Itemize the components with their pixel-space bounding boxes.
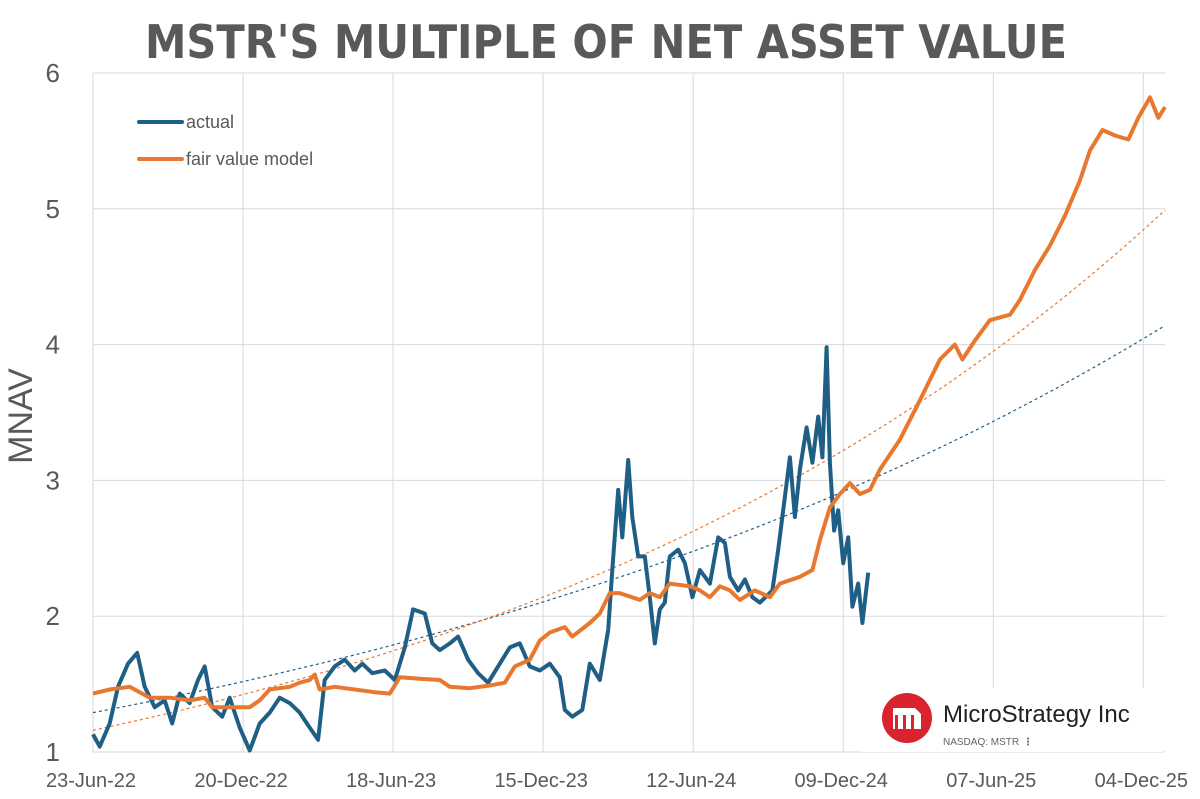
- microstrategy-logo-mark: [893, 708, 921, 729]
- x-tick-label: 20-Dec-22: [194, 770, 287, 792]
- x-tick-label: 15-Dec-23: [494, 770, 587, 792]
- chart-title: MSTR'S MULTIPLE OF NET ASSET VALUE: [145, 15, 1067, 69]
- y-tick-label: 5: [46, 194, 60, 224]
- y-tick-label: 2: [46, 601, 60, 631]
- y-tick-label: 6: [46, 58, 60, 88]
- x-tick-label: 23-Jun-22: [46, 770, 136, 792]
- x-tick-label: 12-Jun-24: [646, 770, 736, 792]
- trendline-actual: [92, 325, 1166, 714]
- x-tick-label: 07-Jun-25: [946, 770, 1036, 792]
- x-tick-label: 09-Dec-24: [795, 770, 888, 792]
- x-tick-label: 04-Dec-25: [1095, 770, 1188, 792]
- x-tick-label: 18-Jun-23: [346, 770, 436, 792]
- company-name: MicroStrategy Inc: [943, 701, 1130, 728]
- series-lines: [91, 95, 1167, 753]
- trendlines: [92, 209, 1166, 731]
- series-line-fair-value-model: [92, 95, 1167, 710]
- series-line-actual: [91, 345, 871, 753]
- y-tick-label: 3: [46, 465, 60, 495]
- legend-label-actual: actual: [186, 112, 234, 132]
- y-tick-label: 1: [46, 737, 60, 767]
- tick-labels: 1 2 3 4 5 6 23-Jun-22 20-Dec-22 18-Jun-23 15-Dec-…: [46, 58, 1188, 792]
- legend: actual fair value model: [137, 112, 313, 169]
- ticker-label: NASDAQ: MSTR: [943, 737, 1019, 748]
- y-axis-label: MNAV: [2, 368, 40, 464]
- y-tick-label: 4: [46, 330, 60, 360]
- legend-label-fair-value-model: fair value model: [186, 149, 313, 169]
- vertical-ellipsis-icon[interactable]: ⋮: [1023, 737, 1033, 748]
- gridlines: [92, 72, 1165, 753]
- company-logo-card: MicroStrategy Inc NASDAQ: MSTR ⋮: [862, 688, 1162, 752]
